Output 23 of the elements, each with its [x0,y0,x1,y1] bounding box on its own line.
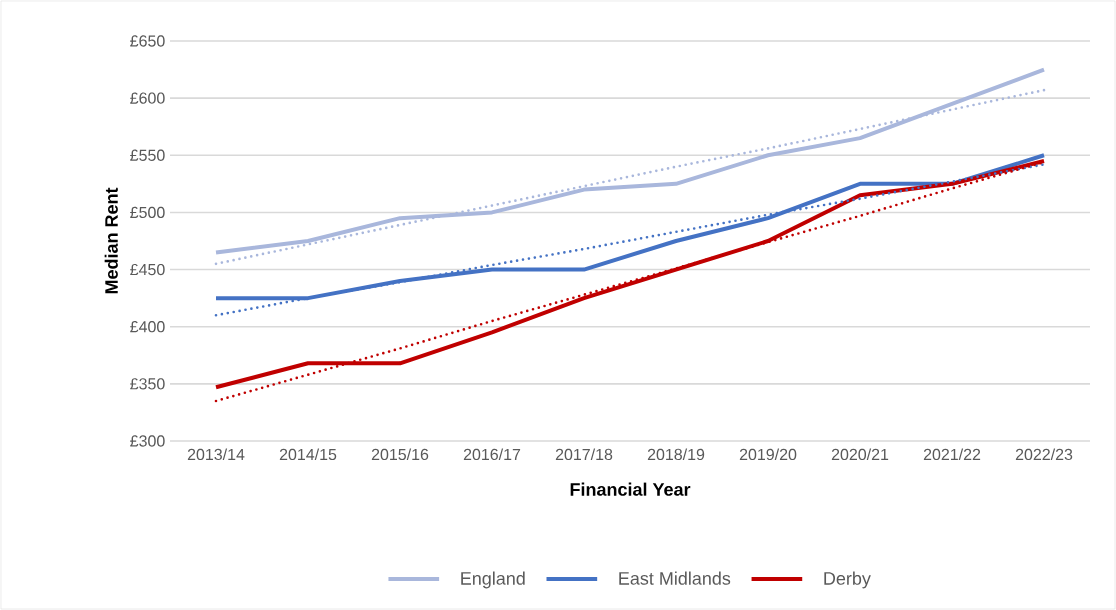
x-tick-label: 2017/18 [555,448,613,461]
y-tick-label: £400 [130,321,165,333]
x-axis-title: Financial Year [570,482,691,496]
y-tick-label: £300 [130,435,165,447]
y-tick-label: £650 [130,35,165,47]
y-axis-title: Median Rent [104,187,118,294]
y-tick-label: £550 [130,149,165,161]
legend-label: East Midlands [619,571,731,585]
y-tick-label: £350 [130,378,165,390]
x-tick-label: 2014/15 [279,448,337,461]
y-tick-label: £450 [130,263,165,276]
y-tick-label: £600 [130,92,165,104]
legend-label: Derby [824,571,871,589]
x-tick-label: 2020/21 [831,448,889,461]
x-tick-label: 2018/19 [647,448,705,461]
x-tick-label: 2022/23 [1015,448,1073,461]
x-tick-label: 2019/20 [739,448,797,461]
x-tick-label: 2015/16 [371,448,429,461]
legend-label: England [461,571,525,589]
x-tick-label: 2013/14 [187,448,245,461]
x-tick-label: 2021/22 [923,448,981,461]
x-tick-label: 2016/17 [463,448,521,461]
y-tick-label: £500 [130,206,165,219]
